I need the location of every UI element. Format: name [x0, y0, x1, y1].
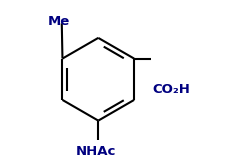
- Text: NHAc: NHAc: [76, 145, 116, 158]
- Text: Me: Me: [48, 15, 70, 28]
- Text: CO₂H: CO₂H: [153, 83, 191, 96]
